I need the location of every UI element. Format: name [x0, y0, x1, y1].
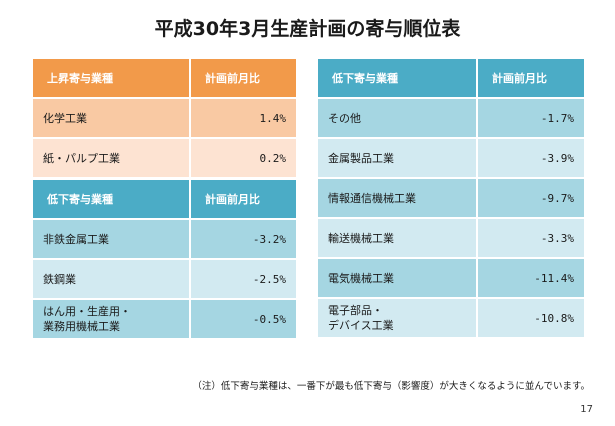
header-mom-ratio: 計画前月比	[189, 57, 298, 99]
industry-name-line1: 電子部品・	[328, 304, 383, 317]
header-industry: 低下寄与業種	[316, 57, 478, 99]
header-industry: 低下寄与業種	[31, 178, 191, 220]
industry-name: 紙・パルプ工業	[31, 137, 191, 179]
mom-value: 1.4%	[189, 97, 298, 139]
table-row: 鉄鋼業 -2.5%	[31, 258, 298, 300]
table-header-row: 上昇寄与業種 計画前月比	[31, 57, 298, 99]
industry-name-line1: はん用・生産用・	[43, 305, 131, 318]
header-mom-ratio: 計画前月比	[189, 178, 298, 220]
footnote: （注）低下寄与業種は、一番下が最も低下寄与（影響度）が大きくなるように並んでいま…	[192, 381, 590, 392]
mom-value: -11.4%	[476, 257, 586, 299]
table-row: 情報通信機械工業 -9.7%	[316, 177, 586, 219]
mom-value: -3.2%	[189, 218, 298, 260]
page-number: 17	[580, 404, 593, 415]
mom-value: -10.8%	[476, 297, 586, 339]
industry-name: 非鉄金属工業	[31, 218, 191, 260]
table-row: 紙・パルプ工業 0.2%	[31, 137, 298, 179]
up-contribution-table: 上昇寄与業種 計画前月比 化学工業 1.4% 紙・パルプ工業 0.2%	[31, 57, 298, 179]
mom-value: -3.9%	[476, 137, 586, 179]
header-mom-ratio: 計画前月比	[476, 57, 586, 99]
table-row: はん用・生産用・ 業務用機械工業 -0.5%	[31, 298, 298, 340]
industry-name: 電気機械工業	[316, 257, 478, 299]
table-row: その他 -1.7%	[316, 97, 586, 139]
industry-name: 電子部品・デバイス工業	[316, 297, 478, 339]
mom-value: -3.3%	[476, 217, 586, 259]
industry-name-line2: デバイス工業	[328, 319, 394, 332]
mom-value: -0.5%	[189, 298, 298, 340]
industry-name: 鉄鋼業	[31, 258, 191, 300]
mom-value: -1.7%	[476, 97, 586, 139]
table-row: 電子部品・デバイス工業 -10.8%	[316, 297, 586, 339]
table-row: 電気機械工業 -11.4%	[316, 257, 586, 299]
industry-name: 輸送機械工業	[316, 217, 478, 259]
table-row: 化学工業 1.4%	[31, 97, 298, 139]
table-row: 金属製品工業 -3.9%	[316, 137, 586, 179]
industry-name: 金属製品工業	[316, 137, 478, 179]
industry-name: 情報通信機械工業	[316, 177, 478, 219]
page-title: 平成30年3月生産計画の寄与順位表	[154, 18, 461, 40]
mom-value: 0.2%	[189, 137, 298, 179]
table-header-row: 低下寄与業種 計画前月比	[316, 57, 586, 99]
table-row: 非鉄金属工業 -3.2%	[31, 218, 298, 260]
down-contribution-table-right: 低下寄与業種 計画前月比 その他 -1.7% 金属製品工業 -3.9% 情報通信…	[316, 57, 586, 339]
mom-value: -2.5%	[189, 258, 298, 300]
table-header-row: 低下寄与業種 計画前月比	[31, 178, 298, 220]
industry-name: はん用・生産用・ 業務用機械工業	[31, 298, 191, 340]
down-contribution-table-left: 低下寄与業種 計画前月比 非鉄金属工業 -3.2% 鉄鋼業 -2.5% はん用・…	[31, 178, 298, 340]
industry-name: その他	[316, 97, 478, 139]
table-row: 輸送機械工業 -3.3%	[316, 217, 586, 259]
header-industry: 上昇寄与業種	[31, 57, 191, 99]
mom-value: -9.7%	[476, 177, 586, 219]
industry-name-line2: 業務用機械工業	[43, 320, 120, 333]
industry-name: 化学工業	[31, 97, 191, 139]
